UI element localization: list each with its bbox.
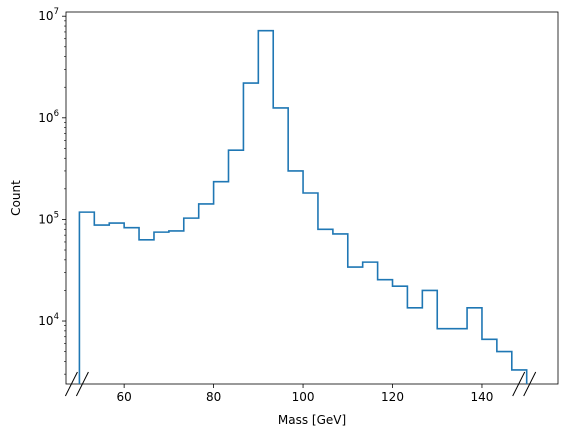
- x-tick-label: 80: [206, 390, 221, 404]
- axis-break-mark: [523, 371, 537, 397]
- y-tick-label: 104: [38, 312, 59, 328]
- x-tick-label: 120: [381, 390, 404, 404]
- x-tick-label: 140: [471, 390, 494, 404]
- x-tick-label: 100: [292, 390, 315, 404]
- y-axis-label: Count: [9, 180, 23, 216]
- axis-ticks: 60 80 100 120 140 104 105 106 107: [38, 7, 493, 404]
- plot-area: [65, 11, 559, 385]
- x-tick-label: 60: [117, 390, 132, 404]
- plot-frame: [65, 11, 559, 385]
- y-tick-label: 107: [38, 7, 59, 23]
- y-tick-label: 105: [38, 210, 59, 226]
- y-tick-label: 106: [38, 109, 59, 125]
- x-axis-label: Mass [GeV]: [278, 413, 346, 427]
- axis-break-marks: [64, 371, 537, 397]
- histogram-step-line: [78, 29, 528, 384]
- axis-break-mark: [64, 371, 78, 397]
- axis-break-mark: [75, 371, 89, 397]
- axis-break-mark: [512, 371, 526, 397]
